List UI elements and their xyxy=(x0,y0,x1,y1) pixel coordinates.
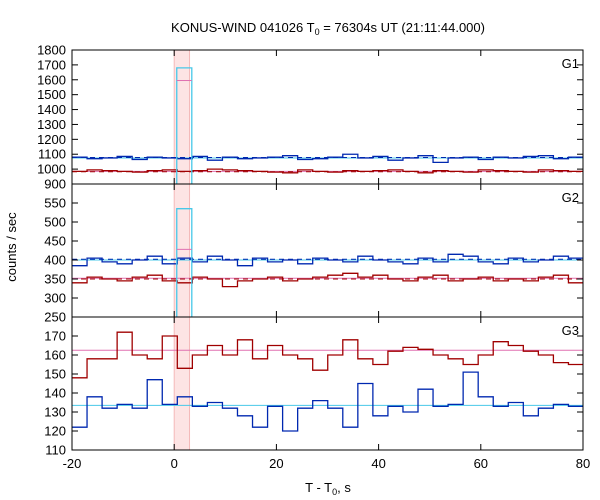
x-tick-label: 40 xyxy=(371,456,385,471)
chart-title: KONUS-WIND 041026 T0 = 76304s UT (21:11:… xyxy=(171,20,485,37)
panel-g2-y-tick-label: 400 xyxy=(44,253,66,268)
panel-g3-series-red xyxy=(72,331,583,379)
panel-g1-y-tick-label: 1600 xyxy=(37,72,66,87)
panel-g1-y-tick-label: 1700 xyxy=(37,57,66,72)
x-tick-label: 60 xyxy=(474,456,488,471)
panel-g1-y-tick-label: 1200 xyxy=(37,132,66,147)
panel-g1-series-red xyxy=(72,168,583,174)
x-axis-label: T - T0, s xyxy=(305,480,351,497)
panel-g2-y-tick-label: 350 xyxy=(44,272,66,287)
panel-g2-y-tick-label: 450 xyxy=(44,234,66,249)
panel-g3-y-tick-label: 170 xyxy=(44,329,66,344)
panel-g3-series-blue xyxy=(72,371,583,432)
y-axis-label: counts / sec xyxy=(4,212,19,282)
panel-g3-y-tick-label: 160 xyxy=(44,348,66,363)
panel-g2-label: G2 xyxy=(562,190,579,205)
panel-g3-label: G3 xyxy=(562,323,579,338)
x-tick-label: -20 xyxy=(63,456,82,471)
panel-g1-y-tick-label: 900 xyxy=(44,177,66,192)
panel-g1-series-blue xyxy=(72,153,583,164)
panel-g1-y-tick-label: 1500 xyxy=(37,87,66,102)
panel-g2-y-tick-label: 550 xyxy=(44,196,66,211)
x-tick-label: 0 xyxy=(171,456,178,471)
panel-g1-y-tick-label: 1800 xyxy=(37,43,66,58)
panel-g2-frame xyxy=(71,183,584,318)
panel-g3-frame xyxy=(71,316,584,451)
panel-g2-series-cyan xyxy=(176,208,193,317)
panel-g2-y-tick-label: 300 xyxy=(44,291,66,306)
panel-g1-series-cyan xyxy=(176,67,193,184)
panel-g3-y-tick-label: 120 xyxy=(44,424,66,439)
x-tick-label: 20 xyxy=(269,456,283,471)
x-tick-label: 80 xyxy=(576,456,590,471)
panel-g1-y-tick-label: 1400 xyxy=(37,102,66,117)
panel-g2-y-tick-label: 250 xyxy=(44,310,66,325)
panel-g1-label: G1 xyxy=(562,56,579,71)
panel-g1-y-tick-label: 1300 xyxy=(37,117,66,132)
plot-layer: 900100011001200130014001500160017001800G… xyxy=(37,43,590,472)
panel-g2-series-red xyxy=(72,272,583,288)
panel-g3-y-tick-label: 110 xyxy=(45,443,66,458)
panel-g3-y-tick-label: 150 xyxy=(44,367,66,382)
panel-g2-y-tick-label: 500 xyxy=(44,215,66,230)
panel-g1-frame xyxy=(71,49,584,185)
panel-g3-y-tick-label: 130 xyxy=(44,405,66,420)
panel-g3-y-tick-label: 140 xyxy=(44,386,66,401)
panel-g1-y-tick-label: 1100 xyxy=(38,147,66,162)
panel-g1-y-tick-label: 1000 xyxy=(37,162,66,177)
panel-g2-series-blue xyxy=(72,253,583,267)
